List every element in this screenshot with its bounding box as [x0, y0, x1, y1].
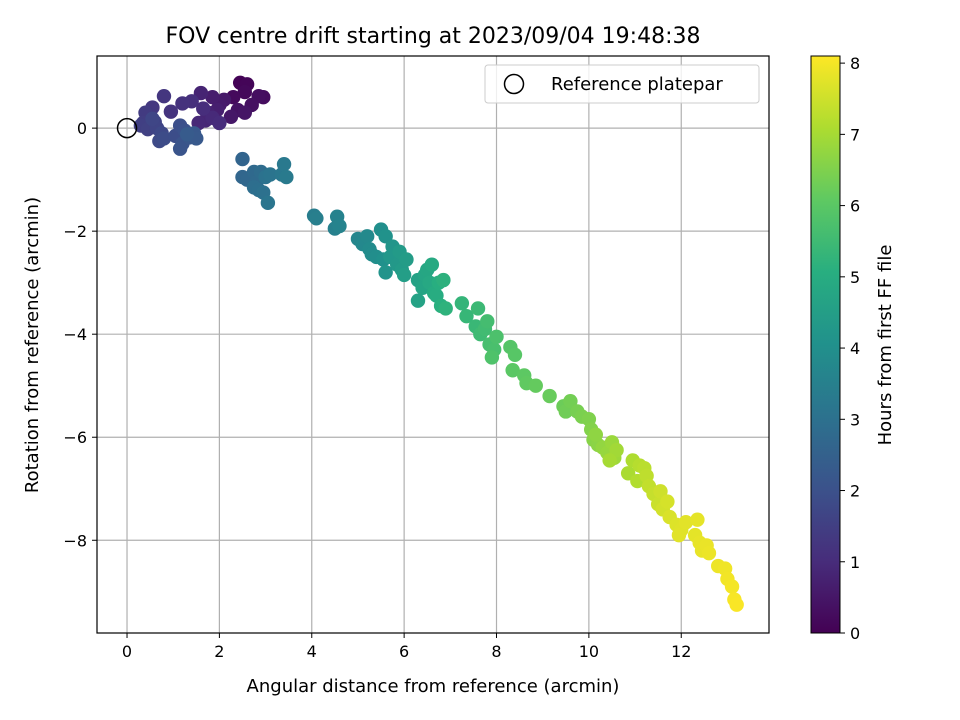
- data-point: [454, 296, 470, 311]
- data-point: [237, 84, 252, 100]
- colorbar-tick-label: 5: [850, 268, 860, 287]
- x-tick-label: 8: [491, 642, 501, 661]
- data-points: [133, 75, 744, 612]
- colorbar-tick-label: 7: [850, 125, 860, 144]
- data-point: [179, 127, 195, 142]
- y-tick-label: −6: [63, 428, 87, 447]
- data-point: [588, 427, 604, 442]
- data-point: [542, 388, 557, 404]
- data-point: [260, 195, 276, 211]
- data-point: [528, 378, 543, 393]
- data-point: [237, 105, 252, 120]
- data-point: [332, 218, 347, 234]
- data-point: [701, 545, 717, 561]
- y-tick-label: −8: [63, 531, 87, 550]
- data-point: [678, 515, 694, 530]
- data-point: [424, 257, 440, 272]
- data-point: [378, 229, 393, 244]
- data-point: [505, 363, 520, 378]
- chart-title: FOV centre drift starting at 2023/09/04 …: [166, 24, 701, 49]
- data-point: [507, 347, 523, 363]
- colorbar-ticks: 0 1 2 3 4 5 6 7 8: [840, 54, 860, 643]
- data-point: [563, 393, 578, 409]
- data-point: [653, 484, 668, 499]
- data-point: [489, 329, 504, 344]
- colorbar-gradient: [810, 55, 841, 634]
- data-point: [193, 85, 209, 101]
- y-axis-ticks: 0 −2 −4 −6 −8: [63, 119, 97, 550]
- x-axis-ticks: 0 2 4 6 8 10 12: [122, 633, 691, 661]
- y-tick-label: 0: [77, 119, 87, 138]
- data-point: [396, 267, 412, 283]
- y-tick-label: −4: [63, 325, 87, 344]
- data-point: [470, 301, 486, 316]
- colorbar-tick-label: 0: [850, 624, 860, 643]
- data-point: [223, 109, 239, 124]
- data-point: [175, 96, 190, 111]
- colorbar-tick-label: 1: [850, 553, 860, 572]
- data-point: [671, 527, 687, 543]
- colorbar-tick-label: 8: [850, 54, 860, 73]
- colorbar-tick-label: 6: [850, 197, 860, 216]
- data-point: [602, 453, 617, 468]
- colorbar-label: Hours from first FF file: [875, 245, 896, 446]
- y-axis-label: Rotation from reference (arcmin): [22, 197, 43, 493]
- data-point: [729, 597, 744, 612]
- data-point: [156, 131, 172, 146]
- x-tick-label: 12: [671, 642, 691, 661]
- data-point: [212, 115, 227, 131]
- colorbar-tick-label: 4: [850, 339, 860, 358]
- x-tick-label: 4: [307, 642, 317, 661]
- data-point: [436, 272, 451, 288]
- x-tick-label: 10: [579, 642, 599, 661]
- colorbar-tick-label: 3: [850, 410, 860, 429]
- x-tick-label: 6: [399, 642, 409, 661]
- data-point: [378, 265, 393, 280]
- x-tick-label: 2: [214, 642, 224, 661]
- plot-frame: [96, 55, 770, 634]
- reference-platepar-marker: [116, 117, 138, 139]
- legend-entry-label: Reference platepar: [551, 74, 723, 95]
- data-point: [660, 494, 675, 509]
- y-tick-label: −2: [63, 222, 87, 241]
- data-point: [235, 151, 250, 167]
- legend-box: [484, 64, 760, 104]
- data-point: [459, 308, 474, 324]
- data-point: [172, 141, 188, 156]
- x-tick-label: 0: [122, 642, 132, 661]
- data-point: [262, 167, 278, 182]
- data-point: [156, 88, 172, 104]
- data-point: [690, 512, 705, 527]
- data-point: [163, 104, 179, 119]
- colorbar: 0 1 2 3 4 5 6 7 8 Hours from first FF file: [810, 54, 896, 643]
- legend-open-circle-icon: [503, 73, 525, 95]
- data-point: [205, 90, 220, 105]
- data-point: [145, 111, 160, 127]
- data-point: [609, 442, 624, 458]
- x-axis-label: Angular distance from reference (arcmin): [247, 676, 620, 697]
- data-point: [410, 293, 426, 308]
- data-point: [279, 169, 294, 185]
- data-point: [359, 229, 375, 244]
- data-point: [309, 211, 324, 226]
- data-point: [484, 350, 500, 365]
- legend: Reference platepar: [484, 64, 760, 104]
- data-point: [276, 156, 292, 172]
- data-point: [438, 301, 453, 316]
- data-point: [196, 101, 211, 116]
- data-point: [399, 252, 414, 267]
- colorbar-tick-label: 2: [850, 482, 860, 501]
- data-point: [480, 314, 495, 329]
- data-point: [724, 579, 740, 594]
